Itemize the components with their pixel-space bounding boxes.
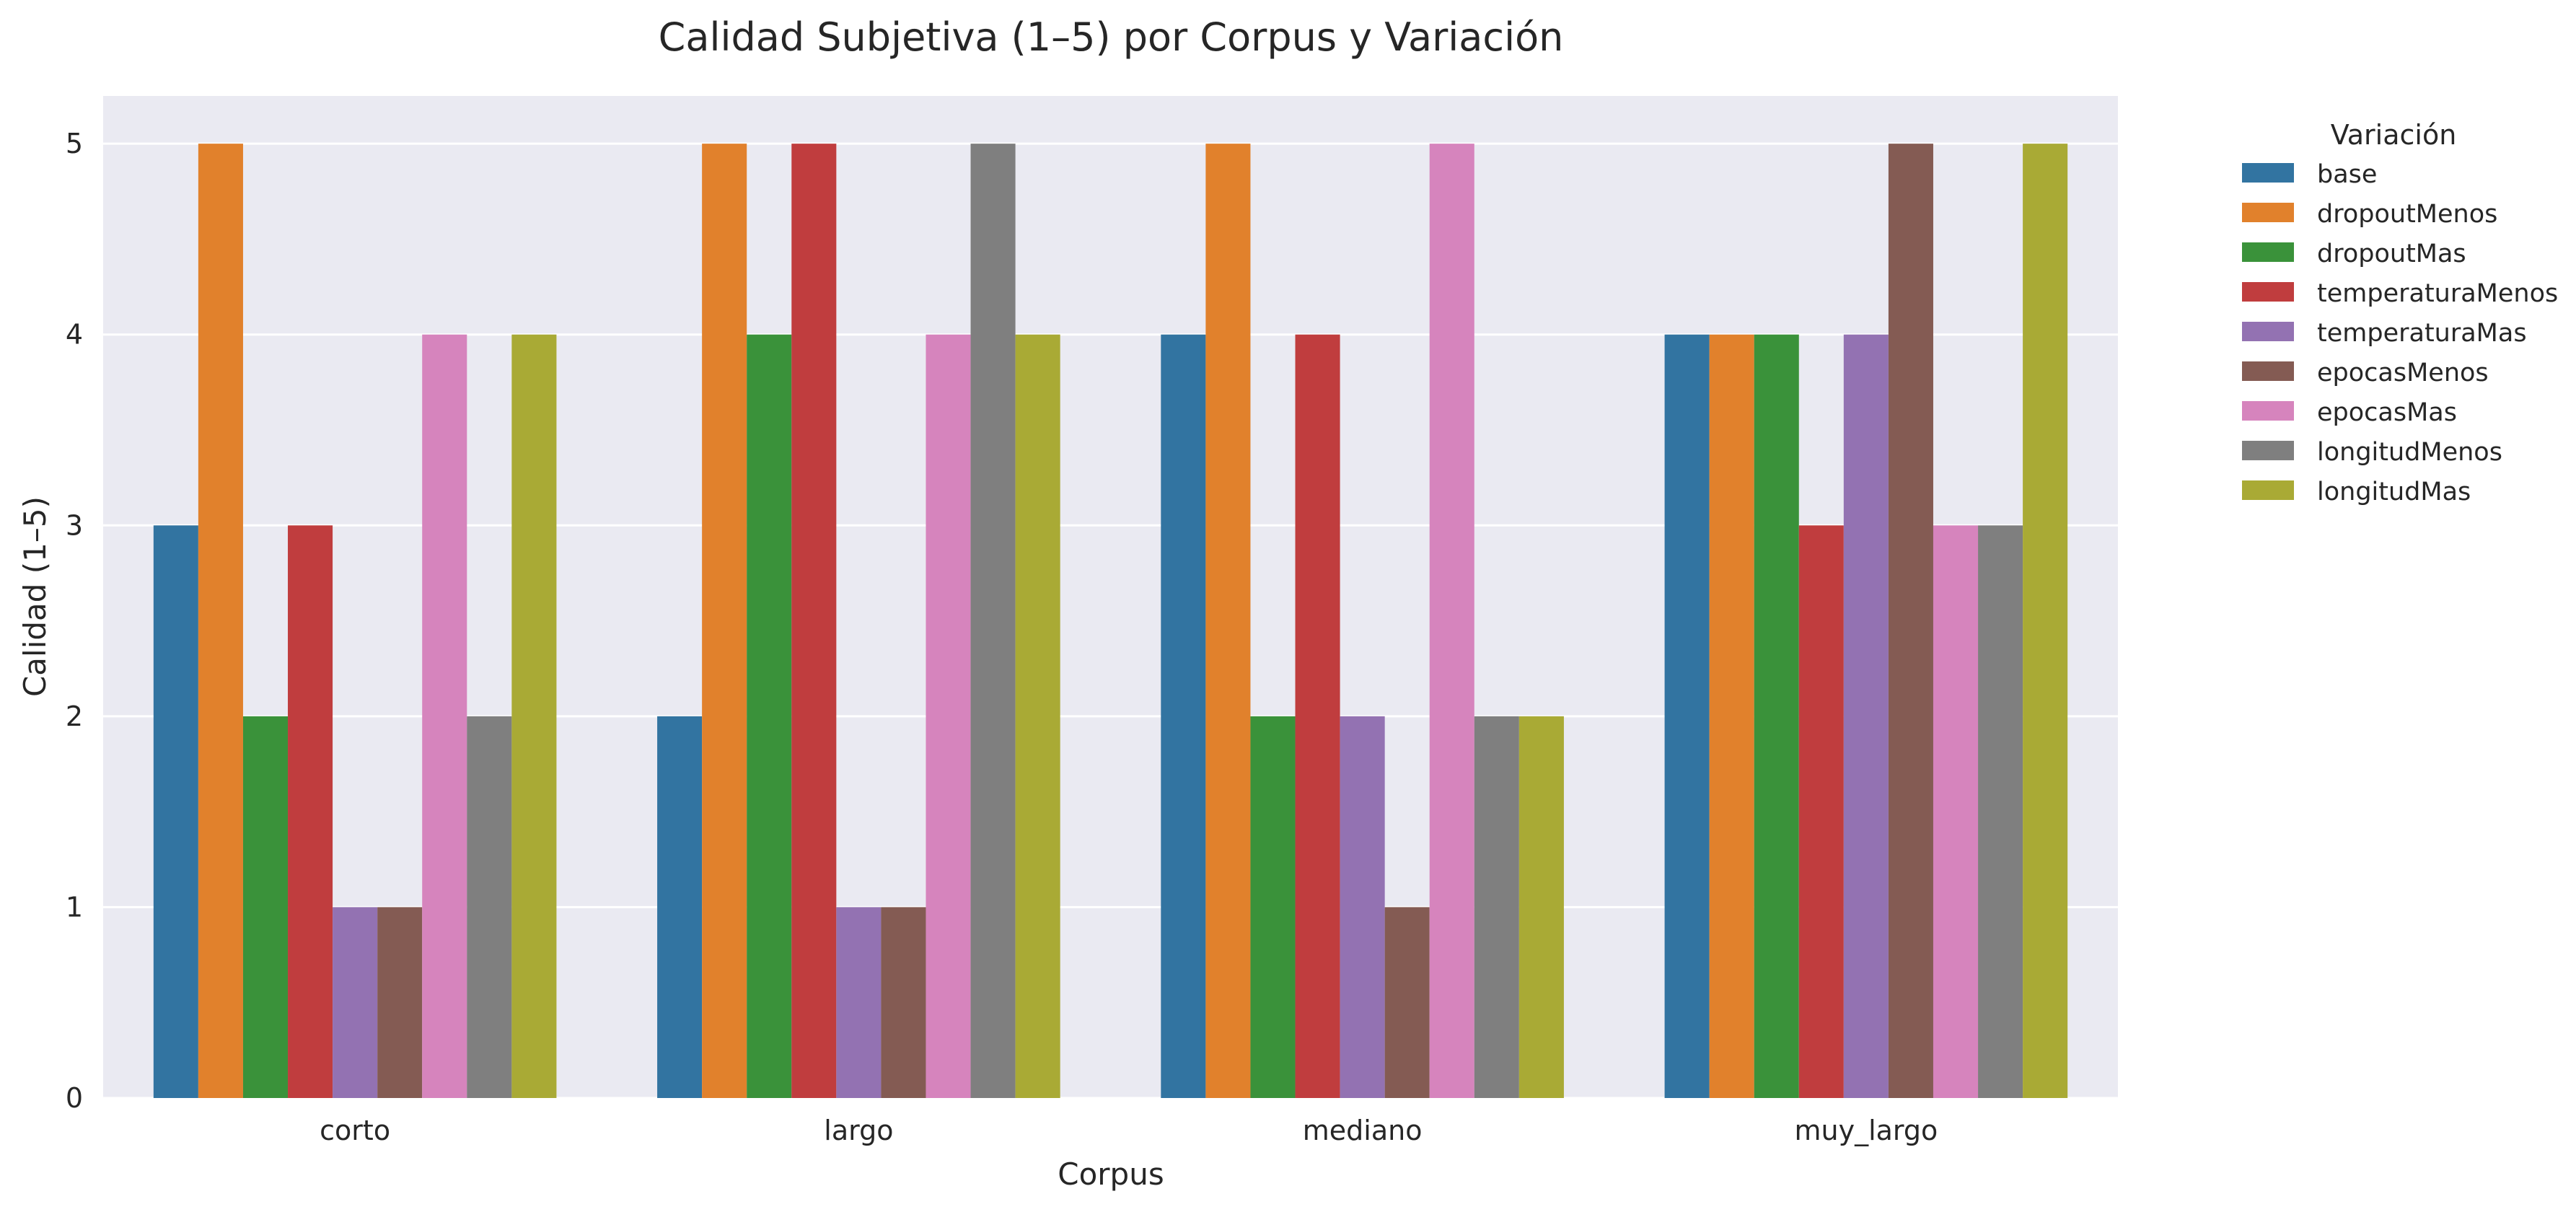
bar-dropoutMenos-corto — [198, 144, 243, 1099]
bar-longitudMas-corto — [511, 334, 557, 1098]
bar-epocasMas-largo — [926, 334, 971, 1098]
bar-base-largo — [657, 716, 703, 1098]
legend-swatch-dropoutMenos — [2242, 203, 2294, 222]
legend-label-longitudMenos: longitudMenos — [2317, 438, 2502, 467]
legend-swatch-dropoutMas — [2242, 242, 2294, 262]
bar-epocasMas-muy_largo — [1933, 525, 1979, 1098]
legend-swatch-temperaturaMenos — [2242, 282, 2294, 302]
y-tick-label: 3 — [66, 509, 83, 541]
bar-epocasMenos-largo — [881, 907, 926, 1098]
legend-label-epocasMenos: epocasMenos — [2317, 359, 2489, 387]
legend-label-dropoutMenos: dropoutMenos — [2317, 200, 2497, 229]
bar-dropoutMenos-muy_largo — [1709, 334, 1754, 1098]
legend-swatch-temperaturaMas — [2242, 322, 2294, 341]
x-tick-label: muy_largo — [1794, 1115, 1938, 1146]
bar-epocasMenos-corto — [377, 907, 423, 1098]
legend-swatch-longitudMenos — [2242, 441, 2294, 460]
bar-dropoutMenos-mediano — [1205, 144, 1251, 1099]
bar-longitudMas-mediano — [1518, 716, 1564, 1098]
bar-dropoutMas-largo — [747, 334, 792, 1098]
bar-temperaturaMas-largo — [836, 907, 882, 1098]
legend-label-temperaturaMenos: temperaturaMenos — [2317, 279, 2558, 308]
y-axis: 0 1 2 3 4 5 — [66, 128, 83, 1114]
bar-longitudMas-largo — [1015, 334, 1060, 1098]
bar-epocasMenos-mediano — [1384, 907, 1430, 1098]
bar-longitudMenos-muy_largo — [1978, 525, 2023, 1098]
legend-swatch-longitudMas — [2242, 480, 2294, 500]
bar-base-muy_largo — [1664, 334, 1710, 1098]
bar-longitudMenos-largo — [970, 144, 1016, 1099]
y-tick-label: 2 — [66, 701, 83, 732]
bar-temperaturaMenos-muy_largo — [1798, 525, 1844, 1098]
bar-epocasMenos-muy_largo — [1888, 144, 1933, 1099]
bar-dropoutMas-muy_largo — [1754, 334, 1799, 1098]
x-axis-label: Corpus — [1058, 1156, 1164, 1192]
bar-dropoutMenos-largo — [702, 144, 747, 1099]
bar-base-mediano — [1161, 334, 1206, 1098]
x-tick-label: largo — [824, 1115, 893, 1146]
chart-title: Calidad Subjetiva (1–5) por Corpus y Var… — [659, 14, 1564, 60]
legend-label-temperaturaMas: temperaturaMas — [2317, 319, 2527, 348]
bar-temperaturaMenos-corto — [288, 525, 333, 1098]
bar-temperaturaMas-muy_largo — [1843, 334, 1889, 1098]
bars — [153, 144, 2068, 1099]
legend-label-base: base — [2317, 160, 2377, 189]
legend-swatch-base — [2242, 163, 2294, 183]
y-axis-label: Calidad (1–5) — [17, 496, 53, 697]
bar-longitudMenos-corto — [467, 716, 512, 1098]
y-tick-label: 4 — [66, 319, 83, 351]
x-tick-label: mediano — [1303, 1115, 1423, 1146]
legend-label-dropoutMas: dropoutMas — [2317, 240, 2466, 268]
legend-label-epocasMas: epocasMas — [2317, 398, 2457, 427]
bar-epocasMas-mediano — [1429, 144, 1474, 1099]
x-tick-label: corto — [320, 1115, 390, 1146]
y-tick-label: 1 — [66, 891, 83, 923]
legend-title: Variación — [2331, 119, 2457, 151]
bar-temperaturaMenos-mediano — [1295, 334, 1340, 1098]
y-tick-label: 5 — [66, 128, 83, 159]
legend-label-longitudMas: longitudMas — [2317, 478, 2471, 506]
bar-dropoutMas-corto — [242, 716, 289, 1098]
x-axis: corto largo mediano muy_largo — [320, 1115, 1938, 1146]
bar-temperaturaMas-mediano — [1340, 716, 1385, 1098]
bar-longitudMenos-mediano — [1474, 716, 1519, 1098]
bar-temperaturaMenos-largo — [791, 144, 837, 1099]
legend-swatch-epocasMas — [2242, 401, 2294, 421]
bar-epocasMas-corto — [422, 334, 467, 1098]
bar-temperaturaMas-corto — [333, 907, 378, 1098]
legend: Variación base dropoutMenos dropoutMas temp… — [2242, 119, 2558, 506]
legend-swatch-epocasMenos — [2242, 361, 2294, 381]
bar-longitudMas-muy_largo — [2023, 144, 2068, 1099]
bar-dropoutMas-mediano — [1250, 716, 1296, 1098]
bar-base-corto — [153, 525, 198, 1098]
y-tick-label: 0 — [66, 1082, 83, 1114]
